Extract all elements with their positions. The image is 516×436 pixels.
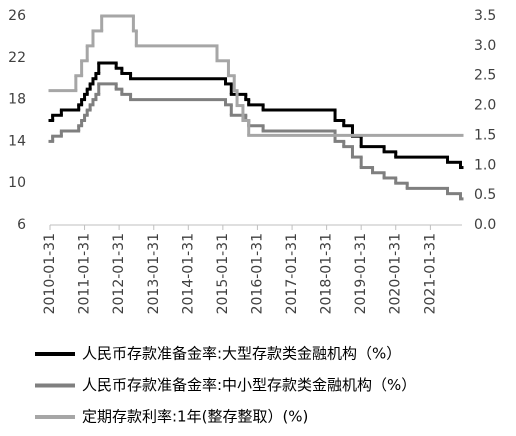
y2-tick-label: 1.5 <box>474 127 496 143</box>
x-tick-label: 2015-01-31 <box>215 233 231 314</box>
y-tick-label: 6 <box>17 217 26 233</box>
x-tick-label: 2010-01-31 <box>42 233 58 314</box>
x-tick-label: 2013-01-31 <box>146 233 162 314</box>
y2-tick-label: 2.5 <box>474 68 496 84</box>
y-tick-label: 26 <box>8 8 26 24</box>
x-tick-label: 2016-01-31 <box>249 233 265 314</box>
x-tick-label: 2021-01-31 <box>422 233 438 314</box>
y2-tick-label: 3.0 <box>474 38 496 54</box>
y-tick-label: 22 <box>8 50 26 66</box>
x-tick-label: 2014-01-31 <box>180 233 196 314</box>
legend-label: 人民币存款准备金率:中小型存款类金融机构（%） <box>82 376 416 394</box>
y2-tick-label: 3.5 <box>474 8 496 24</box>
legend-label: 定期存款利率:1年(整存整取）(%) <box>82 408 308 426</box>
x-tick-label: 2012-01-31 <box>111 233 127 314</box>
x-tick-label: 2011-01-31 <box>77 233 93 314</box>
x-tick-label: 2017-01-31 <box>284 233 300 314</box>
y2-tick-label: 0.0 <box>474 217 496 233</box>
y2-tick-label: 1.0 <box>474 157 496 173</box>
y2-tick-label: 2.0 <box>474 98 496 114</box>
y-tick-label: 10 <box>8 175 26 191</box>
x-tick-label: 2020-01-31 <box>388 233 404 314</box>
y-tick-label: 18 <box>8 92 26 108</box>
y-tick-label: 14 <box>8 133 26 149</box>
y2-tick-label: 0.5 <box>474 187 496 203</box>
legend-label: 人民币存款准备金率:大型存款类金融机构（%） <box>82 345 401 363</box>
x-tick-label: 2019-01-31 <box>353 233 369 314</box>
x-tick-label: 2018-01-31 <box>319 233 335 314</box>
